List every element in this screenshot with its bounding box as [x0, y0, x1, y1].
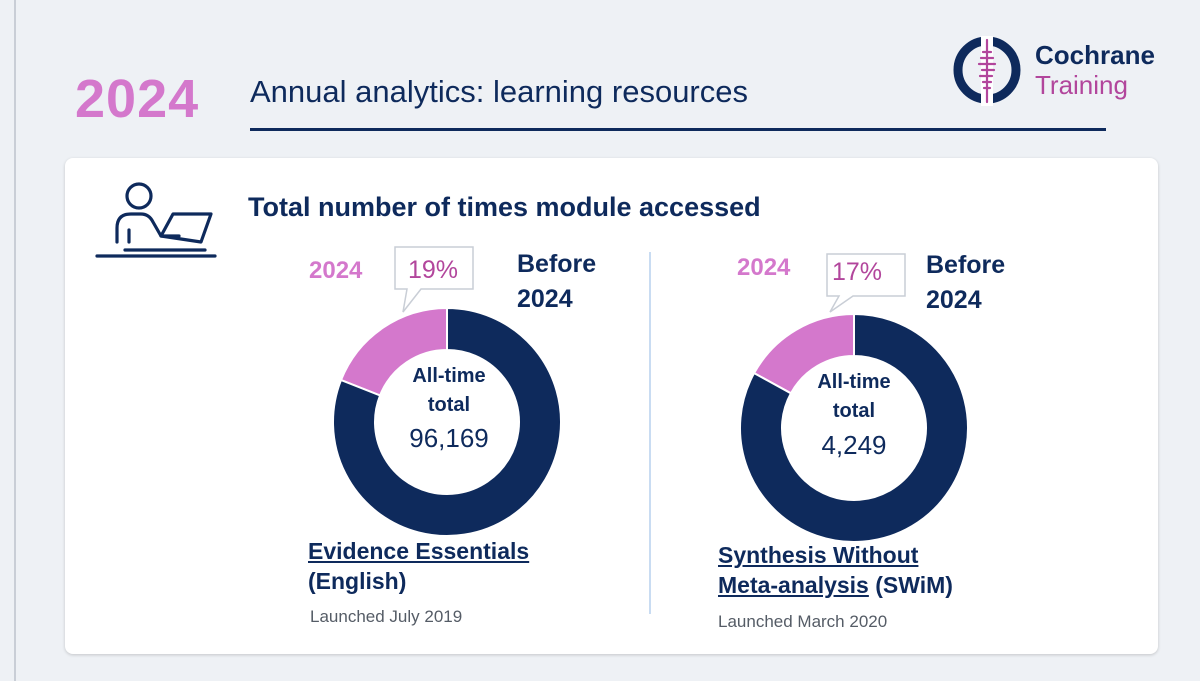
chart-divider — [649, 252, 651, 614]
callout-percent: 19% — [407, 256, 459, 284]
logo-text-training: Training — [1035, 70, 1128, 100]
left-edge-rule — [14, 0, 16, 681]
report-year: 2024 — [75, 69, 200, 129]
logo-text-cochrane: Cochrane — [1035, 40, 1155, 70]
segment-label-2024: 2024 — [737, 254, 791, 281]
card-heading: Total number of times module accessed — [248, 192, 761, 222]
center-label: All-time total — [412, 365, 486, 416]
center-label: All-time total — [817, 371, 891, 422]
donut-chart-swim — [739, 253, 969, 543]
center-value: 96,169 — [409, 423, 489, 453]
title-underline — [250, 128, 1106, 131]
donut-segment-before-2024 — [739, 312, 969, 543]
segment-label-2024: 2024 — [309, 257, 363, 284]
cochrane-logo-icon — [953, 36, 1021, 106]
analytics-card — [65, 158, 1158, 654]
launch-date: Launched March 2020 — [718, 612, 888, 631]
module-name-link[interactable]: Evidence Essentials (English) — [308, 538, 530, 594]
callout-bubble — [826, 253, 906, 313]
donut-chart-evidence-essentials — [332, 246, 562, 537]
page-title: Annual analytics: learning resources — [250, 74, 748, 109]
callout-percent: 17% — [831, 258, 883, 286]
segment-label-before-2024: Before 2024 — [926, 251, 1006, 314]
center-value: 4,249 — [821, 430, 887, 460]
launch-date: Launched July 2019 — [310, 607, 463, 626]
segment-label-before-2024: Before 2024 — [517, 250, 597, 313]
donut-segment-before-2024 — [332, 306, 562, 537]
callout-bubble — [394, 246, 474, 313]
person-at-laptop-icon — [95, 182, 217, 258]
module-name-link[interactable]: Synthesis Without Meta-analysis (SWiM) — [718, 542, 953, 598]
